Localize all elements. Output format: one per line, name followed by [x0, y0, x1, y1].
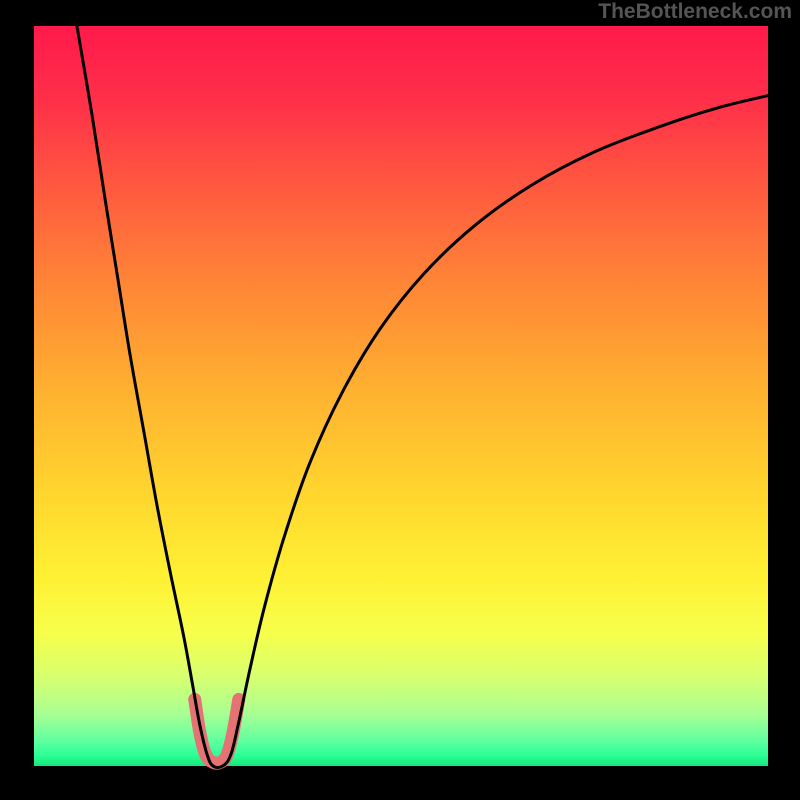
chart-container: TheBottleneck.com — [0, 0, 800, 800]
plot-area — [34, 26, 768, 766]
bottleneck-curve — [34, 26, 768, 766]
watermark-text: TheBottleneck.com — [598, 0, 792, 24]
curve-path — [77, 26, 768, 767]
